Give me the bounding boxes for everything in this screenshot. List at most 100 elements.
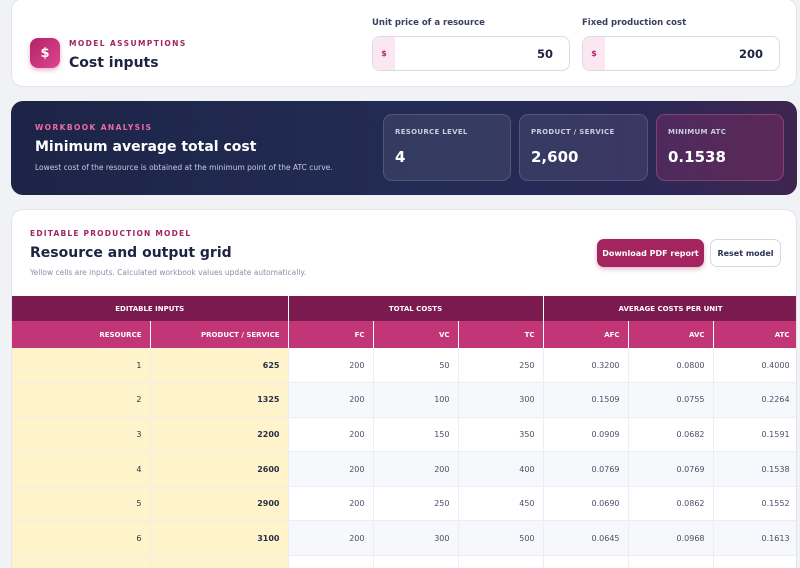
col-header-resource: RESOURCE — [12, 321, 151, 348]
cell-product-service[interactable]: 2200 — [150, 417, 289, 453]
cost-inputs-card: $ MODEL ASSUMPTIONS Cost inputs Unit pri… — [11, 0, 797, 87]
cell-fc: 200 — [288, 382, 374, 418]
cell-vc: 300 — [373, 520, 459, 557]
cell-tc: 350 — [458, 417, 544, 453]
cell-tc: 300 — [458, 382, 544, 418]
cell-vc — [373, 555, 459, 568]
col-header-avc: AVC — [628, 321, 714, 348]
cell-atc: 0.1613 — [713, 520, 796, 557]
grid-title: Resource and output grid — [30, 245, 232, 261]
cell-avc: 0.0968 — [628, 520, 714, 557]
assumptions-kicker: MODEL ASSUMPTIONS — [69, 39, 187, 48]
cell-tc — [458, 555, 544, 568]
cell-resource[interactable]: 1 — [12, 348, 151, 384]
cell-resource[interactable]: 5 — [12, 486, 151, 522]
cell-vc: 100 — [373, 382, 459, 418]
cell-resource[interactable]: 6 — [12, 520, 151, 557]
cell-vc: 200 — [373, 451, 459, 487]
table-row: 2 1325 200 100 300 0.1509 0.0755 0.2264 — [12, 382, 796, 418]
cell-avc: 0.0755 — [628, 382, 714, 418]
cell-atc — [713, 555, 796, 568]
currency-prefix: $ — [583, 37, 605, 70]
cell-product-service[interactable]: 2600 — [150, 451, 289, 487]
metric-value: 4 — [395, 148, 406, 166]
cell-tc: 250 — [458, 348, 544, 384]
analysis-kicker: WORKBOOK ANALYSIS — [35, 123, 153, 132]
cell-afc: 0.3200 — [543, 348, 629, 384]
metric-label: RESOURCE LEVEL — [395, 128, 468, 136]
table-row: 6 3100 200 300 500 0.0645 0.0968 0.1613 — [12, 520, 796, 557]
cell-product-service[interactable]: 1325 — [150, 382, 289, 418]
cell-avc: 0.0862 — [628, 486, 714, 522]
production-grid-table: EDITABLE INPUTS TOTAL COSTS AVERAGE COST… — [12, 296, 796, 568]
col-header-afc: AFC — [543, 321, 629, 348]
cell-fc: 200 — [288, 520, 374, 557]
cell-afc: 0.0909 — [543, 417, 629, 453]
analysis-title: Minimum average total cost — [35, 139, 257, 155]
table-row: 4 2600 200 200 400 0.0769 0.0769 0.1538 — [12, 451, 796, 487]
metric-minimum-atc: MINIMUM ATC 0.1538 — [656, 114, 784, 181]
cell-vc: 150 — [373, 417, 459, 453]
cell-fc: 200 — [288, 417, 374, 453]
cell-avc: 0.0800 — [628, 348, 714, 384]
grid-subtitle: Yellow cells are inputs. Calculated work… — [30, 268, 307, 277]
col-header-tc: TC — [458, 321, 544, 348]
workbook-analysis-panel: WORKBOOK ANALYSIS Minimum average total … — [11, 101, 797, 195]
cell-vc: 250 — [373, 486, 459, 522]
col-header-product-service: PRODUCT / SERVICE — [150, 321, 289, 348]
cell-fc — [288, 555, 374, 568]
cell-product-service[interactable] — [150, 555, 289, 568]
table-row — [12, 555, 796, 568]
dollar-icon: $ — [30, 38, 60, 68]
fixed-cost-value[interactable]: 200 — [738, 47, 763, 61]
cell-atc: 0.1538 — [713, 451, 796, 487]
cell-atc: 0.4000 — [713, 348, 796, 384]
unit-price-label: Unit price of a resource — [372, 18, 485, 28]
cell-vc: 50 — [373, 348, 459, 384]
group-editable-inputs: EDITABLE INPUTS — [12, 296, 289, 321]
cell-atc: 0.1591 — [713, 417, 796, 453]
unit-price-value[interactable]: 50 — [536, 47, 553, 61]
metric-resource-level: RESOURCE LEVEL 4 — [383, 114, 511, 181]
col-header-fc: FC — [288, 321, 374, 348]
fixed-cost-label: Fixed production cost — [582, 18, 687, 28]
cell-resource[interactable]: 2 — [12, 382, 151, 418]
table-row: 1 625 200 50 250 0.3200 0.0800 0.4000 — [12, 348, 796, 384]
production-model-card: EDITABLE PRODUCTION MODEL Resource and o… — [11, 209, 797, 568]
cell-afc: 0.0645 — [543, 520, 629, 557]
unit-price-input[interactable]: $ 50 — [372, 36, 570, 71]
cell-avc: 0.0769 — [628, 451, 714, 487]
table-row: 5 2900 200 250 450 0.0690 0.0862 0.1552 — [12, 486, 796, 522]
reset-model-button[interactable]: Reset model — [710, 239, 781, 267]
cell-product-service[interactable]: 625 — [150, 348, 289, 384]
cell-afc — [543, 555, 629, 568]
cell-avc — [628, 555, 714, 568]
fixed-cost-input[interactable]: $ 200 — [582, 36, 780, 71]
cell-fc: 200 — [288, 348, 374, 384]
cell-atc: 0.1552 — [713, 486, 796, 522]
cell-resource[interactable]: 4 — [12, 451, 151, 487]
metric-value: 2,600 — [531, 148, 579, 166]
cell-product-service[interactable]: 3100 — [150, 520, 289, 557]
cell-afc: 0.0769 — [543, 451, 629, 487]
group-average-costs: AVERAGE COSTS PER UNIT — [543, 296, 796, 321]
cell-fc: 200 — [288, 486, 374, 522]
assumptions-title: Cost inputs — [69, 55, 159, 71]
cell-tc: 500 — [458, 520, 544, 557]
download-pdf-button[interactable]: Download PDF report — [597, 239, 704, 267]
cell-resource[interactable] — [12, 555, 151, 568]
col-header-atc: ATC — [713, 321, 796, 348]
metric-label: PRODUCT / SERVICE — [531, 128, 615, 136]
metric-value: 0.1538 — [668, 148, 726, 166]
analysis-subtitle: Lowest cost of the resource is obtained … — [35, 163, 333, 172]
cell-avc: 0.0682 — [628, 417, 714, 453]
cell-resource[interactable]: 3 — [12, 417, 151, 453]
grid-kicker: EDITABLE PRODUCTION MODEL — [30, 229, 192, 238]
metric-label: MINIMUM ATC — [668, 128, 727, 136]
metric-product-service: PRODUCT / SERVICE 2,600 — [519, 114, 648, 181]
group-total-costs: TOTAL COSTS — [288, 296, 544, 321]
cell-afc: 0.1509 — [543, 382, 629, 418]
cell-afc: 0.0690 — [543, 486, 629, 522]
table-row: 3 2200 200 150 350 0.0909 0.0682 0.1591 — [12, 417, 796, 453]
cell-product-service[interactable]: 2900 — [150, 486, 289, 522]
